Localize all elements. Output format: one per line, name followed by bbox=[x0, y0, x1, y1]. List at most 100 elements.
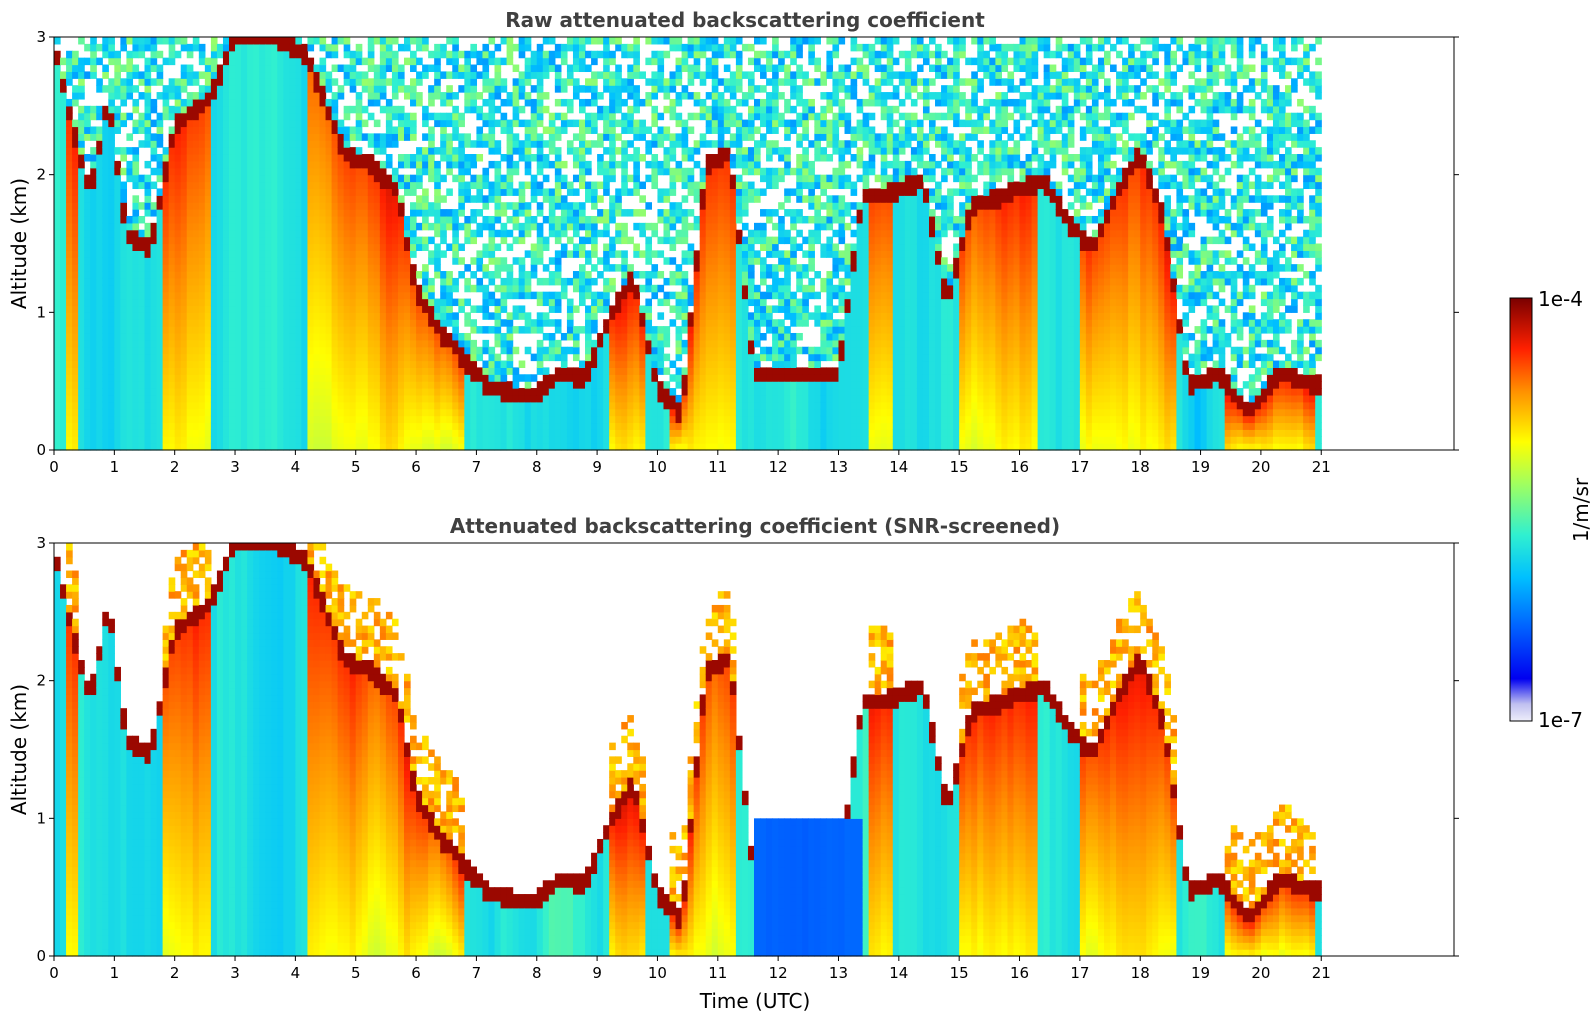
heatmap-cell bbox=[84, 401, 91, 410]
heatmap-cell bbox=[216, 305, 224, 313]
heatmap-cell bbox=[247, 284, 254, 293]
heatmap-cell bbox=[319, 332, 327, 341]
heatmap-cell bbox=[609, 408, 616, 417]
heatmap-cell bbox=[120, 215, 128, 224]
heatmap-cell bbox=[458, 181, 465, 190]
heatmap-cell bbox=[247, 298, 254, 307]
heatmap-cell bbox=[609, 195, 616, 203]
heatmap-cell bbox=[174, 339, 182, 348]
heatmap-cell bbox=[235, 154, 242, 162]
heatmap-cell bbox=[277, 291, 284, 300]
heatmap-cell bbox=[404, 160, 411, 169]
heatmap-cell bbox=[90, 319, 97, 327]
heatmap-cell bbox=[54, 119, 61, 128]
heatmap-cell bbox=[180, 298, 188, 307]
heatmap-cell bbox=[307, 126, 315, 134]
heatmap-cell bbox=[422, 326, 429, 334]
heatmap-cell bbox=[355, 222, 363, 231]
heatmap-cell bbox=[542, 401, 550, 410]
heatmap-cell bbox=[301, 195, 309, 203]
heatmap-cell bbox=[355, 105, 363, 114]
heatmap-cell bbox=[120, 394, 128, 403]
heatmap-cell bbox=[391, 298, 399, 307]
heatmap-cell bbox=[210, 332, 218, 341]
heatmap-cell bbox=[500, 339, 508, 348]
heatmap-cell bbox=[379, 37, 387, 45]
heatmap-cell bbox=[186, 312, 194, 320]
heatmap-cell bbox=[325, 394, 333, 403]
heatmap-cell bbox=[108, 422, 115, 430]
heatmap-cell bbox=[313, 284, 321, 293]
heatmap-cell bbox=[506, 422, 514, 430]
heatmap-cell bbox=[500, 367, 508, 375]
heatmap-cell bbox=[241, 388, 248, 396]
heatmap-cell bbox=[66, 394, 73, 403]
heatmap-cell bbox=[379, 381, 387, 389]
heatmap-cell bbox=[277, 57, 284, 66]
heatmap-cell bbox=[132, 408, 140, 417]
heatmap-cell bbox=[343, 37, 351, 45]
heatmap-cell bbox=[156, 71, 164, 79]
heatmap-cell bbox=[126, 243, 134, 251]
heatmap-cell bbox=[54, 133, 61, 141]
heatmap-cell bbox=[331, 209, 339, 217]
heatmap-cell bbox=[373, 64, 381, 73]
heatmap-cell bbox=[168, 202, 176, 210]
heatmap-cell bbox=[518, 429, 526, 437]
heatmap-cell bbox=[343, 133, 351, 141]
heatmap-cell bbox=[542, 388, 550, 396]
heatmap-cell bbox=[367, 167, 375, 176]
heatmap-cell bbox=[603, 360, 610, 368]
heatmap-cell bbox=[102, 181, 109, 190]
heatmap-cell bbox=[506, 154, 514, 162]
heatmap-cell bbox=[591, 415, 598, 424]
heatmap-cell bbox=[277, 443, 284, 451]
heatmap-cell bbox=[144, 85, 152, 93]
heatmap-cell bbox=[289, 98, 296, 107]
heatmap-cell bbox=[138, 215, 146, 224]
heatmap-cell bbox=[253, 43, 260, 52]
heatmap-cell bbox=[385, 394, 393, 403]
heatmap-cell bbox=[156, 429, 164, 437]
heatmap-cell bbox=[156, 339, 164, 348]
heatmap-cell bbox=[494, 401, 502, 410]
heatmap-cell bbox=[229, 257, 236, 265]
heatmap-cell bbox=[530, 112, 538, 121]
heatmap-cell bbox=[500, 112, 508, 121]
heatmap-cell bbox=[259, 78, 266, 86]
heatmap-cell bbox=[548, 64, 556, 73]
heatmap-cell bbox=[464, 429, 471, 437]
heatmap-cell bbox=[379, 215, 387, 224]
heatmap-cell bbox=[295, 388, 303, 396]
heatmap-cell bbox=[156, 353, 164, 362]
heatmap-cell bbox=[615, 98, 622, 107]
heatmap-cell bbox=[120, 353, 128, 362]
heatmap-cell bbox=[609, 312, 616, 320]
heatmap-cell bbox=[84, 105, 91, 114]
heatmap-cell bbox=[60, 401, 67, 410]
heatmap-cell bbox=[66, 284, 73, 293]
heatmap-cell bbox=[482, 133, 490, 141]
heatmap-cell bbox=[361, 319, 369, 327]
heatmap-cell bbox=[524, 126, 532, 134]
heatmap-cell bbox=[210, 408, 218, 417]
heatmap-cell bbox=[325, 291, 333, 300]
heatmap-cell bbox=[591, 353, 598, 362]
heatmap-cell bbox=[108, 319, 115, 327]
heatmap-cell bbox=[216, 229, 224, 238]
heatmap-cell bbox=[295, 332, 303, 341]
heatmap-cell bbox=[235, 415, 242, 424]
heatmap-cell bbox=[247, 401, 254, 410]
heatmap-cell bbox=[301, 64, 309, 73]
heatmap-cell bbox=[162, 236, 170, 245]
heatmap-cell bbox=[597, 112, 604, 121]
heatmap-cell bbox=[319, 277, 327, 286]
heatmap-cell bbox=[180, 401, 188, 410]
heatmap-cell bbox=[416, 305, 423, 313]
heatmap-cell bbox=[536, 57, 544, 66]
heatmap-cell bbox=[530, 319, 538, 327]
heatmap-cell bbox=[253, 312, 260, 320]
heatmap-cell bbox=[337, 133, 345, 141]
heatmap-cell bbox=[585, 374, 592, 382]
heatmap-cell bbox=[301, 243, 309, 251]
